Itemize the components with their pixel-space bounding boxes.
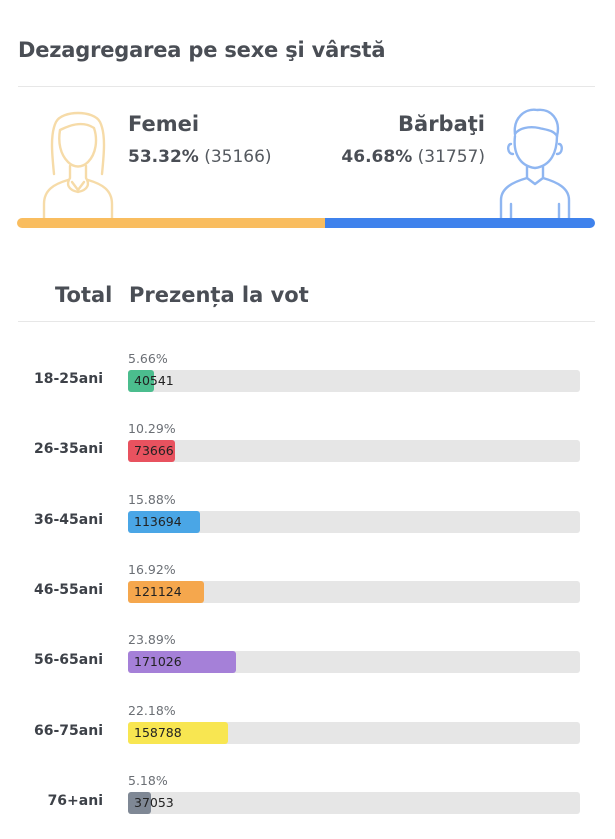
- bar: [128, 440, 175, 462]
- age-group-label: 46-55ani: [34, 582, 103, 598]
- age-percent-label: 22.18%: [128, 703, 176, 718]
- bar-value-label: 40541: [134, 373, 174, 388]
- section-title: Dezagregarea pe sexe şi vârstă: [18, 38, 386, 62]
- bar: [128, 792, 151, 814]
- age-row: 46-55ani 16.92% 121124: [0, 562, 615, 612]
- age-row: 56-65ani 23.89% 171026: [0, 632, 615, 682]
- bar-value-label: 113694: [134, 514, 182, 529]
- gender-split-bar: [17, 218, 595, 228]
- male-share-bar: [325, 218, 595, 228]
- column-total-header: Total: [55, 283, 113, 307]
- age-group-label: 18-25ani: [34, 371, 103, 387]
- age-percent-label: 16.92%: [128, 562, 176, 577]
- age-row: 36-45ani 15.88% 113694: [0, 492, 615, 542]
- age-group-label: 36-45ani: [34, 512, 103, 528]
- bar-value-label: 37053: [134, 795, 174, 810]
- age-group-label: 66-75ani: [34, 723, 103, 739]
- bar: [128, 722, 228, 744]
- bar-track: 113694: [128, 511, 580, 533]
- age-row: 66-75ani 22.18% 158788: [0, 703, 615, 753]
- age-percent-label: 15.88%: [128, 492, 176, 507]
- age-row: 76+ani 5.18% 37053: [0, 773, 615, 823]
- bar-value-label: 171026: [134, 654, 182, 669]
- bar-track: 158788: [128, 722, 580, 744]
- female-percent: 53.32%: [128, 147, 199, 167]
- female-count: (35166): [204, 147, 272, 167]
- age-row: 26-35ani 10.29% 73666: [0, 421, 615, 471]
- male-percent: 46.68%: [341, 147, 413, 167]
- male-avatar-icon: [495, 104, 575, 224]
- bar-track: 121124: [128, 581, 580, 603]
- age-group-label: 76+ani: [47, 793, 103, 809]
- male-count: (31757): [417, 147, 485, 167]
- female-share-bar: [17, 218, 325, 228]
- female-stats: 53.32% (35166): [128, 147, 272, 167]
- bar-track: 37053: [128, 792, 580, 814]
- female-avatar-icon: [38, 104, 118, 224]
- age-group-label: 26-35ani: [34, 441, 103, 457]
- male-label: Bărbaţi: [398, 112, 485, 136]
- bar: [128, 370, 154, 392]
- age-group-label: 56-65ani: [34, 652, 103, 668]
- bar-value-label: 73666: [134, 443, 174, 458]
- bar-value-label: 158788: [134, 725, 182, 740]
- bar: [128, 511, 200, 533]
- column-turnout-header: Prezența la vot: [129, 283, 309, 307]
- age-percent-label: 23.89%: [128, 632, 176, 647]
- age-row: 18-25ani 5.66% 40541: [0, 351, 615, 401]
- bar-value-label: 121124: [134, 584, 182, 599]
- bar: [128, 651, 236, 673]
- title-divider: [18, 86, 595, 87]
- age-percent-label: 10.29%: [128, 421, 176, 436]
- header-divider: [18, 321, 595, 322]
- bar: [128, 581, 204, 603]
- age-percent-label: 5.18%: [128, 773, 168, 788]
- female-label: Femei: [128, 112, 200, 136]
- age-percent-label: 5.66%: [128, 351, 168, 366]
- bar-track: 171026: [128, 651, 580, 673]
- bar-track: 73666: [128, 440, 580, 462]
- male-stats: 46.68% (31757): [341, 147, 485, 167]
- bar-track: 40541: [128, 370, 580, 392]
